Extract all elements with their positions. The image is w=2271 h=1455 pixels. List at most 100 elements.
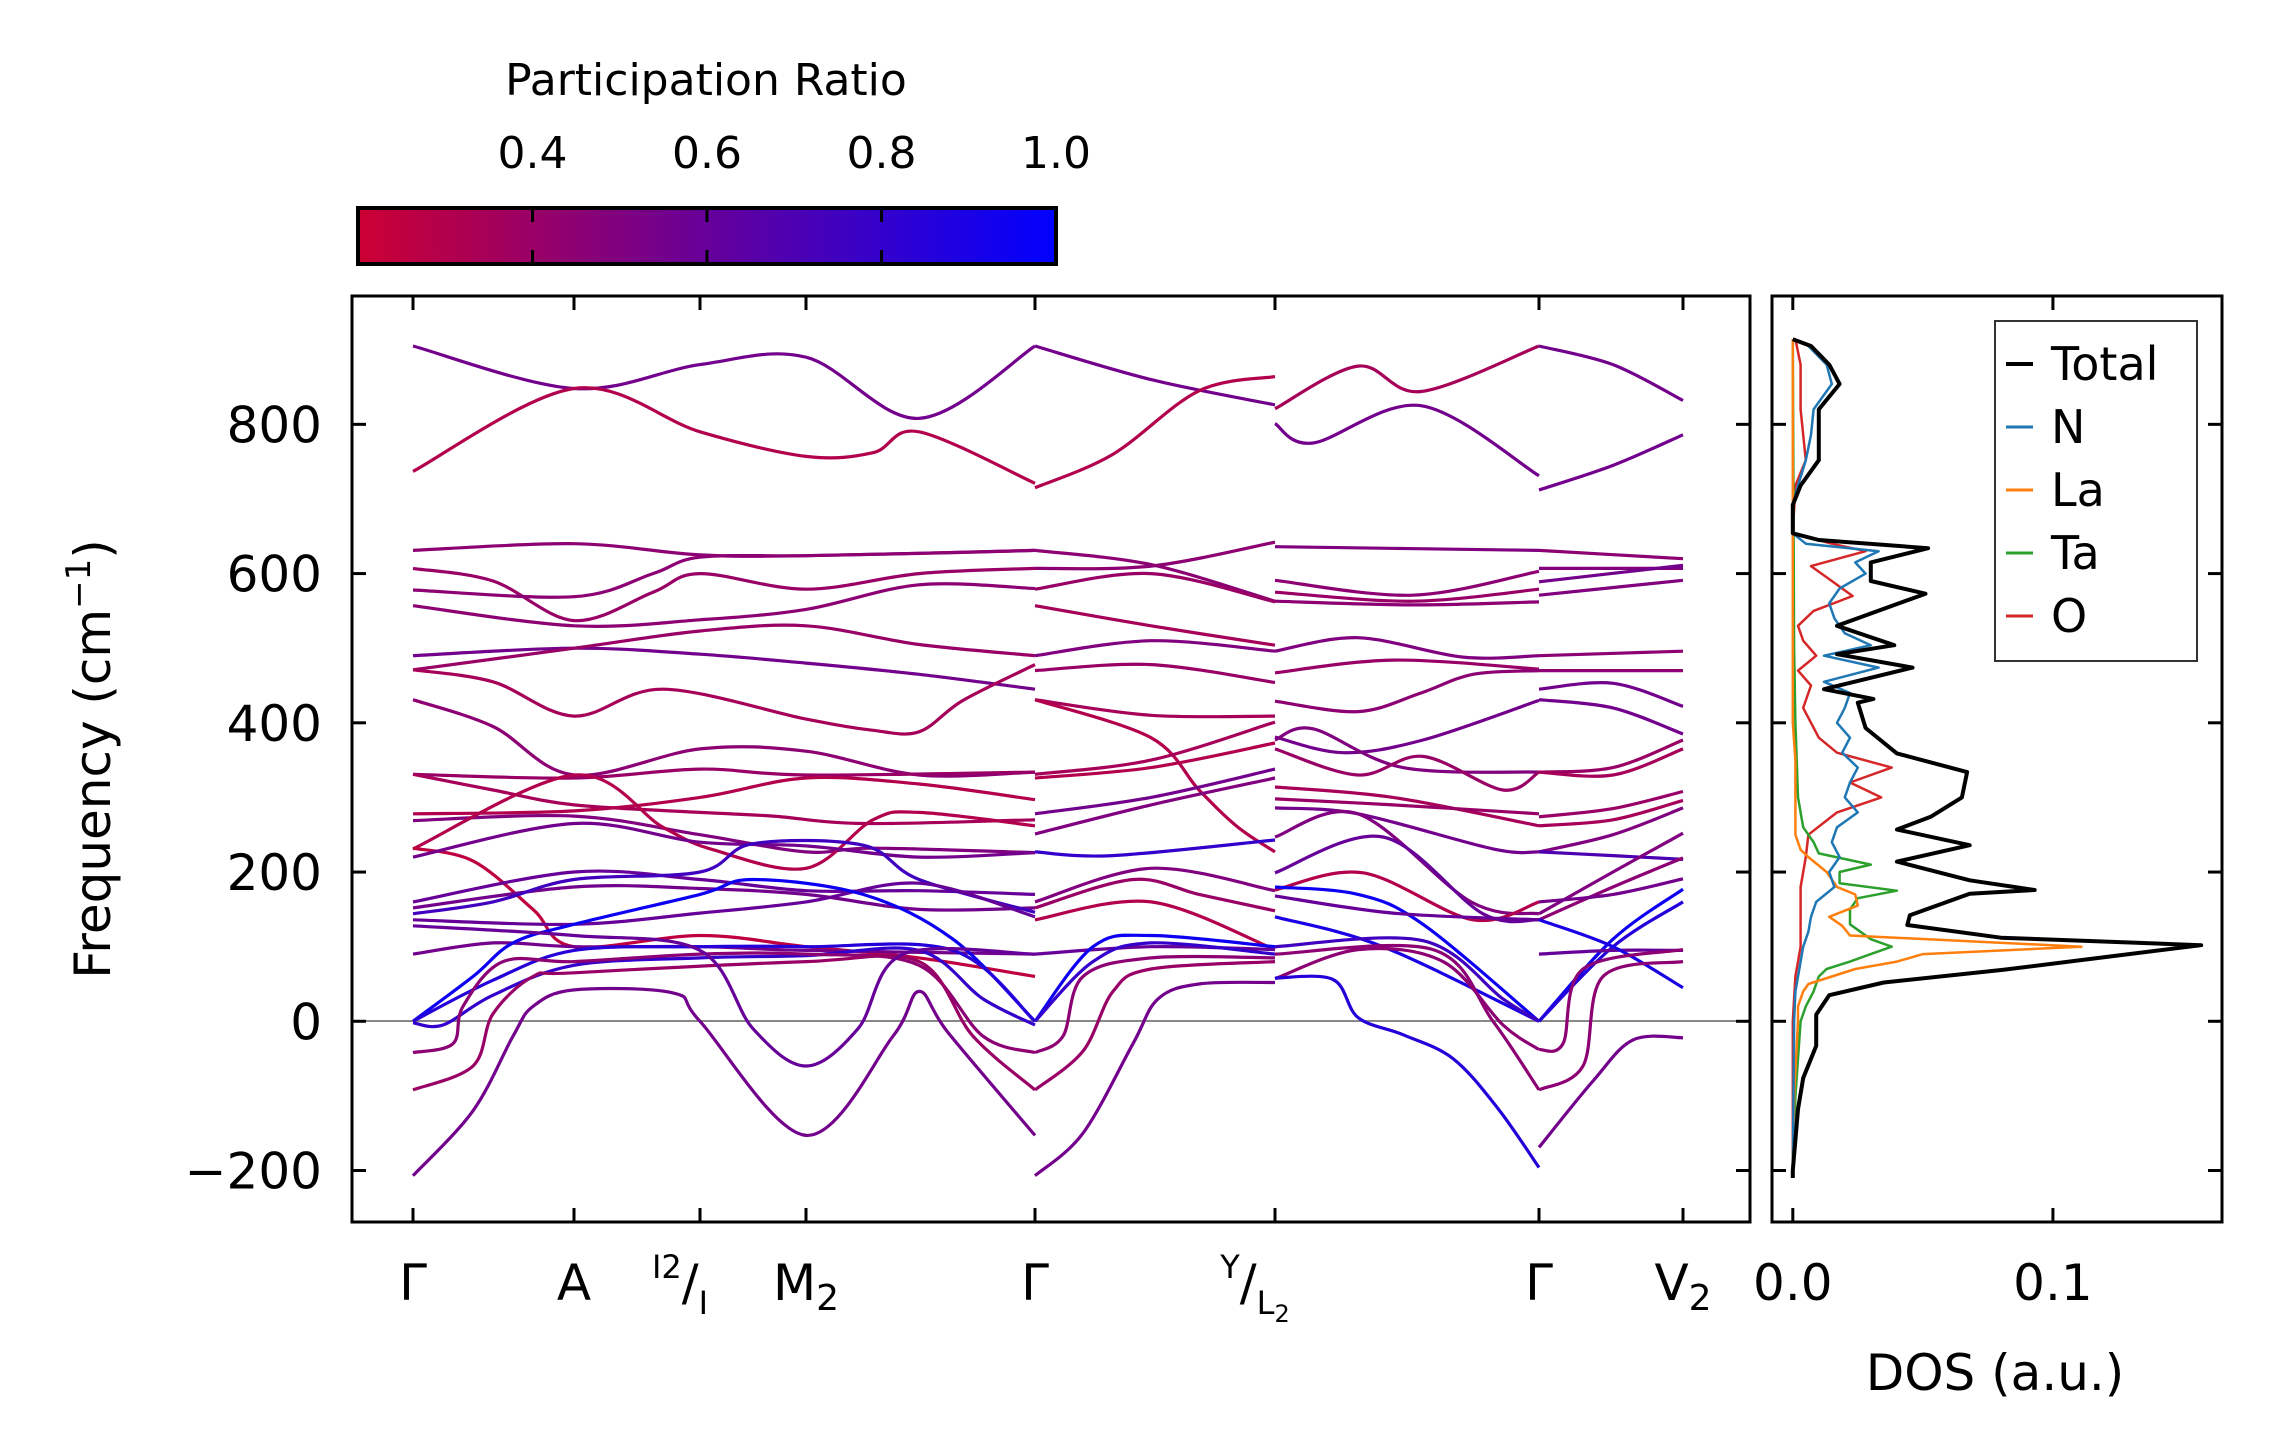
x-tick-label: M2 [773,1254,839,1319]
band-line [1274,636,1540,660]
band-line [1274,943,1541,1091]
band-line [1033,980,1276,1177]
band-line [1274,599,1540,607]
legend-item-total: Total [2006,337,2158,391]
band-line [412,623,1036,672]
band-line [412,951,1036,1055]
dos-line-la [1791,339,2083,1179]
band-line [412,838,1036,916]
band-line [1538,738,1684,774]
band-line [412,869,1036,904]
band-line [1034,767,1276,816]
band-line [412,582,1036,628]
band-line [412,772,1036,826]
colorbar-tick-label: 0.6 [672,128,742,179]
y-tick-label: 200 [227,844,322,902]
x-tick-label: I2/I [652,1248,708,1322]
band-line [412,821,1036,859]
x-tick-label-main: A [557,1254,591,1312]
band-line [1274,785,1540,828]
band-line [1538,563,1684,584]
band-line [1034,698,1276,854]
y-tick-label: −200 [185,1143,322,1201]
x-tick-label-sub: 2 [816,1278,839,1319]
band-line [1034,960,1276,1092]
legend-label: Ta [2050,526,2100,580]
band-line [1274,747,1540,792]
band-line [1538,789,1684,819]
band-line [1274,834,1540,924]
colorbar-title: Participation Ratio [505,55,907,106]
band-line [1274,658,1540,675]
dos-plot: 0.0 0.1 DOS (a.u.) Total N La Ta O [1753,294,2224,1402]
band-line [1274,344,1540,411]
band-line [1274,403,1540,478]
band-line [412,698,1036,778]
band-line [1274,569,1540,597]
band-line [1538,960,1684,1092]
band-line [1034,776,1276,836]
band-line [1274,870,1540,923]
colorbar-tick-label: 1.0 [1021,128,1091,179]
y-tick-label: 0 [290,993,322,1051]
x-tick-label-top-sub: 2 [661,1248,681,1286]
x-tick-label: V2 [1654,1254,1711,1319]
band-line [1034,866,1276,904]
legend-frame [1994,320,2198,662]
x-tick-label-main: M [773,1254,816,1312]
y-tick-label: 600 [227,546,322,604]
band-line [1274,545,1540,552]
band-line [1034,741,1276,780]
band-line [1274,894,1540,922]
x-tick-label-main: V [1654,1254,1688,1312]
band-line [1034,944,1276,956]
band-line [1274,806,1540,855]
dos-ticks: 0.0 0.1 [1753,296,2222,1312]
band-line [1034,698,1276,719]
band-line [1274,936,1540,1023]
x-tick-label-main: Γ [399,1254,427,1312]
band-line [1033,933,1276,1023]
band-line [412,953,1037,1092]
band-line [1538,747,1684,778]
band-line [1538,850,1684,861]
band-line [1538,433,1684,492]
legend-item-n: N [2006,400,2085,454]
dos-axes-frame [1770,294,2224,1224]
band-line [1274,797,1540,816]
band-line [1538,806,1684,854]
band-line [1034,720,1276,776]
band-line [1034,877,1276,913]
band-line [412,344,1036,421]
band-line [412,924,1036,1068]
band-line [412,548,1036,599]
band-line [1274,669,1540,714]
x-tick-label-main: Γ [1021,1254,1049,1312]
x-tick-label-sub: 2 [1689,1278,1712,1319]
band-line [1538,877,1684,904]
band-line [1538,681,1684,708]
main-axes-frame [350,294,1752,1224]
band-line [1274,698,1540,755]
dos-lines [1790,337,2204,1179]
band-line [412,773,1036,871]
band-line [1538,698,1684,736]
band-line [1034,540,1276,571]
band-line [1274,915,1540,1023]
band-line [1034,838,1276,858]
band-line [1034,899,1276,952]
dos-line-ta [1791,339,1899,1179]
band-line [412,846,1036,979]
band-line [1538,831,1684,916]
band-line [1274,885,1541,1023]
dos-line-o [1791,339,1893,1178]
x-tick-label: Γ [399,1254,427,1312]
dos-x-tick-label: 0.0 [1753,1254,1833,1312]
band-line [412,813,1036,855]
colorbar-ticks: 0.4 0.6 0.8 1.0 [498,128,1091,264]
band-line [1034,639,1276,658]
y-tick-label: 800 [227,396,322,454]
band-line [412,386,1036,485]
band-line [1538,918,1684,990]
